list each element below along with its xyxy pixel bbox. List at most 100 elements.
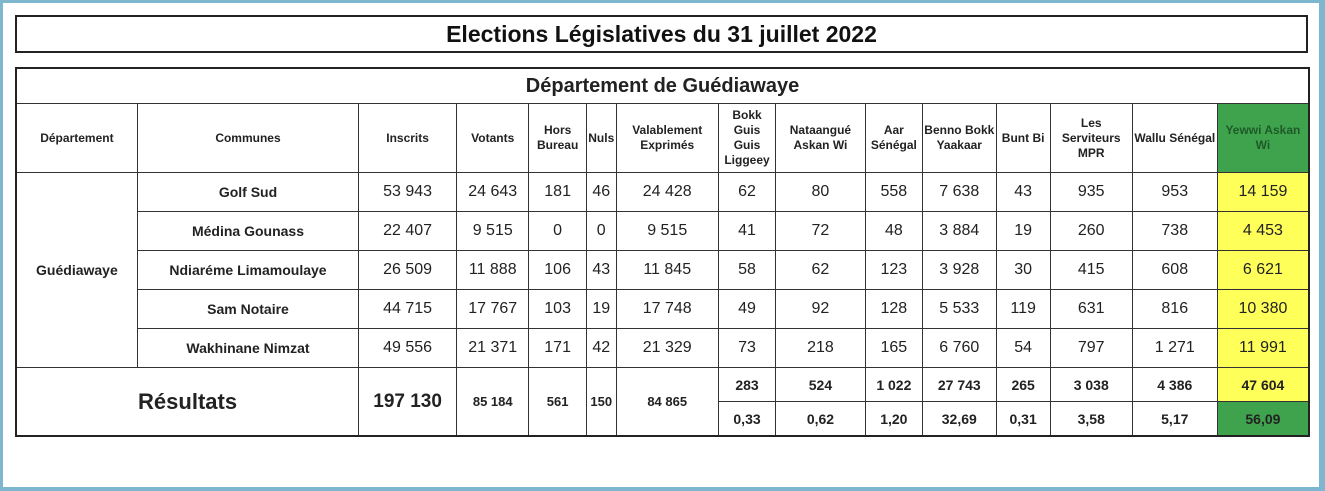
results-table: Département de Guédiawaye Département Co… bbox=[15, 67, 1310, 437]
cell-votants: 24 643 bbox=[456, 172, 530, 212]
results-row-percents: 0,33 0,62 1,20 32,69 0,31 3,58 5,17 56,0… bbox=[16, 401, 1310, 437]
results-percent-wallu: 5,17 bbox=[1131, 401, 1218, 437]
cell-nataangue: 62 bbox=[775, 250, 866, 290]
results-percent-yewwi: 56,09 bbox=[1216, 401, 1310, 437]
commune-name: Sam Notaire bbox=[136, 289, 360, 329]
cell-bokk: 58 bbox=[717, 250, 777, 290]
cell-inscrits: 49 556 bbox=[358, 328, 458, 368]
results-percent-benno: 32,69 bbox=[922, 401, 997, 437]
results-inscrits: 197 130 bbox=[358, 367, 458, 437]
col-header-valablement-exprimes: Valablement Exprimés bbox=[615, 103, 719, 173]
results-votes-aar: 1 022 bbox=[864, 367, 924, 402]
cell-bunt: 54 bbox=[995, 328, 1051, 368]
cell-exprimes: 9 515 bbox=[615, 211, 719, 251]
results-hors-bureau: 561 bbox=[528, 367, 587, 437]
cell-nuls: 19 bbox=[585, 289, 617, 329]
col-header-bokk-guis-guis: Bokk Guis Guis Liggeey bbox=[717, 103, 777, 173]
table-row: Guédiawaye Golf Sud 53 943 24 643 181 46… bbox=[15, 172, 1310, 368]
results-votes-bunt: 265 bbox=[995, 367, 1051, 402]
cell-wallu: 953 bbox=[1131, 172, 1218, 212]
cell-aar: 558 bbox=[864, 172, 924, 212]
cell-nuls: 46 bbox=[585, 172, 617, 212]
cell-benno: 6 760 bbox=[922, 328, 997, 368]
cell-serviteurs: 631 bbox=[1049, 289, 1133, 329]
cell-serviteurs: 415 bbox=[1049, 250, 1133, 290]
cell-hors-bureau: 0 bbox=[528, 211, 587, 251]
cell-nataangue: 218 bbox=[775, 328, 866, 368]
cell-votants: 9 515 bbox=[456, 211, 530, 251]
cell-votants: 11 888 bbox=[456, 250, 530, 290]
cell-wallu: 738 bbox=[1131, 211, 1218, 251]
table-row: Médina Gounass 22 407 9 515 0 0 9 515 41… bbox=[16, 211, 1310, 251]
cell-nuls: 0 bbox=[585, 211, 617, 251]
cell-wallu: 608 bbox=[1131, 250, 1218, 290]
col-header-departement: Département bbox=[15, 103, 138, 173]
cell-benno: 3 884 bbox=[922, 211, 997, 251]
results-exprimes: 84 865 bbox=[615, 367, 719, 437]
cell-yewwi: 4 453 bbox=[1216, 211, 1310, 251]
results-percent-serviteurs: 3,58 bbox=[1049, 401, 1133, 437]
cell-bunt: 43 bbox=[995, 172, 1051, 212]
cell-aar: 165 bbox=[864, 328, 924, 368]
cell-inscrits: 44 715 bbox=[358, 289, 458, 329]
cell-aar: 48 bbox=[864, 211, 924, 251]
cell-aar: 123 bbox=[864, 250, 924, 290]
cell-yewwi: 11 991 bbox=[1216, 328, 1310, 368]
col-header-serviteurs: Les Serviteurs MPR bbox=[1049, 103, 1133, 173]
results-nuls: 150 bbox=[585, 367, 617, 437]
results-percent-bokk: 0,33 bbox=[717, 401, 777, 437]
cell-exprimes: 17 748 bbox=[615, 289, 719, 329]
results-votes-benno: 27 743 bbox=[922, 367, 997, 402]
col-header-inscrits: Inscrits bbox=[358, 103, 458, 173]
cell-hors-bureau: 171 bbox=[528, 328, 587, 368]
cell-serviteurs: 797 bbox=[1049, 328, 1133, 368]
results-percent-bunt: 0,31 bbox=[995, 401, 1051, 437]
cell-exprimes: 21 329 bbox=[615, 328, 719, 368]
results-percent-aar: 1,20 bbox=[864, 401, 924, 437]
col-header-bokk-guis-guis-label: Bokk Guis Guis Liggeey bbox=[724, 108, 770, 167]
commune-name: Golf Sud bbox=[136, 172, 360, 212]
results-percent-nataangue: 0,62 bbox=[775, 401, 866, 437]
cell-aar: 128 bbox=[864, 289, 924, 329]
col-header-hors-bureau: Hors Bureau bbox=[528, 103, 587, 173]
cell-bunt: 119 bbox=[995, 289, 1051, 329]
table-row: Wakhinane Nimzat 49 556 21 371 171 42 21… bbox=[16, 328, 1310, 368]
department-name: Guédiawaye bbox=[15, 172, 138, 368]
col-header-yewwi: Yewwi Askan Wi bbox=[1216, 103, 1310, 173]
document-page: Elections Législatives du 31 juillet 202… bbox=[3, 3, 1319, 487]
results-votants: 85 184 bbox=[456, 367, 530, 437]
cell-benno: 3 928 bbox=[922, 250, 997, 290]
results-votes-serviteurs: 3 038 bbox=[1049, 367, 1133, 402]
results-votes-wallu: 4 386 bbox=[1131, 367, 1218, 402]
cell-hors-bureau: 103 bbox=[528, 289, 587, 329]
commune-name: Médina Gounass bbox=[136, 211, 360, 251]
cell-nataangue: 72 bbox=[775, 211, 866, 251]
cell-hors-bureau: 181 bbox=[528, 172, 587, 212]
cell-bokk: 62 bbox=[717, 172, 777, 212]
col-header-aar-senegal: Aar Sénégal bbox=[864, 103, 924, 173]
cell-inscrits: 53 943 bbox=[358, 172, 458, 212]
column-header-row: Département Communes Inscrits Votants Ho… bbox=[15, 103, 1310, 173]
cell-exprimes: 11 845 bbox=[615, 250, 719, 290]
col-header-nuls: Nuls bbox=[585, 103, 617, 173]
cell-benno: 7 638 bbox=[922, 172, 997, 212]
results-label: Résultats bbox=[15, 367, 360, 437]
cell-bokk: 73 bbox=[717, 328, 777, 368]
cell-yewwi: 6 621 bbox=[1216, 250, 1310, 290]
cell-bunt: 19 bbox=[995, 211, 1051, 251]
commune-name: Ndiaréme Limamoulaye bbox=[136, 250, 360, 290]
col-header-communes: Communes bbox=[136, 103, 360, 173]
cell-serviteurs: 260 bbox=[1049, 211, 1133, 251]
cell-inscrits: 26 509 bbox=[358, 250, 458, 290]
cell-nuls: 43 bbox=[585, 250, 617, 290]
commune-name: Wakhinane Nimzat bbox=[136, 328, 360, 368]
cell-yewwi: 10 380 bbox=[1216, 289, 1310, 329]
cell-yewwi: 14 159 bbox=[1216, 172, 1310, 212]
cell-serviteurs: 935 bbox=[1049, 172, 1133, 212]
cell-bunt: 30 bbox=[995, 250, 1051, 290]
results-votes-bokk: 283 bbox=[717, 367, 777, 402]
cell-wallu: 1 271 bbox=[1131, 328, 1218, 368]
col-header-bunt-bi: Bunt Bi bbox=[995, 103, 1051, 173]
department-title: Département de Guédiawaye bbox=[15, 67, 1310, 104]
cell-bokk: 49 bbox=[717, 289, 777, 329]
